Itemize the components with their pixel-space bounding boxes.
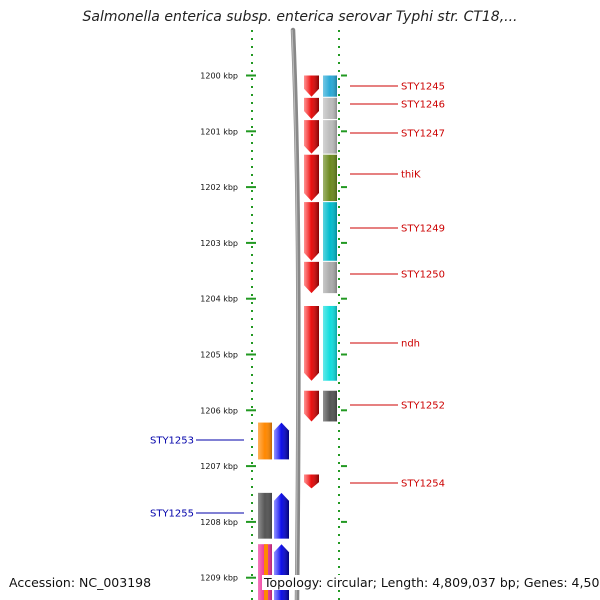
axis-tick-label: 1206 kbp <box>200 406 238 415</box>
reverse-gene-label[interactable]: STY1255 <box>150 509 194 520</box>
map-title: Salmonella enterica subsp. enterica sero… <box>82 9 518 25</box>
axis-tick-label: 1208 kbp <box>200 518 238 527</box>
cog-track <box>258 75 337 600</box>
forward-gene-label[interactable]: STY1252 <box>401 401 445 412</box>
genome-backbone <box>290 27 301 600</box>
axis-tick-label: 1201 kbp <box>200 127 238 136</box>
axis-tick-label: 1207 kbp <box>200 462 238 471</box>
backbone-line <box>290 27 301 600</box>
gene-labels: STY1245 STY1246 STY1247 thiK STY1249 STY1250 n… <box>150 82 445 520</box>
axis-tick-label: 1202 kbp <box>200 183 238 192</box>
forward-gene-label[interactable]: ndh <box>401 339 420 350</box>
forward-gene-label[interactable]: STY1254 <box>401 479 445 490</box>
cog-box <box>264 544 268 600</box>
forward-gene-label[interactable]: STY1247 <box>401 129 445 140</box>
forward-gene-label[interactable]: STY1245 <box>401 82 445 93</box>
forward-gene-label[interactable]: STY1246 <box>401 100 445 111</box>
scale-axis: 1200 kbp 1201 kbp 1202 kbp 1203 kbp 1204 kbp… <box>200 72 347 583</box>
forward-gene-label[interactable]: STY1250 <box>401 270 445 281</box>
forward-gene-label[interactable]: STY1249 <box>401 224 445 235</box>
axis-tick-label: 1203 kbp <box>200 239 238 248</box>
reverse-gene-label[interactable]: STY1253 <box>150 436 194 447</box>
forward-gene-label[interactable]: thiK <box>401 170 421 181</box>
accession-text: Accession: NC_003198 <box>9 575 152 590</box>
topology-text: Topology: circular; Length: 4,809,037 bp… <box>262 575 600 590</box>
axis-tick-label: 1204 kbp <box>200 295 238 304</box>
axis-tick-label: 1205 kbp <box>200 351 238 360</box>
axis-tick-label: 1209 kbp <box>200 574 238 583</box>
axis-tick-label: 1200 kbp <box>200 72 238 81</box>
